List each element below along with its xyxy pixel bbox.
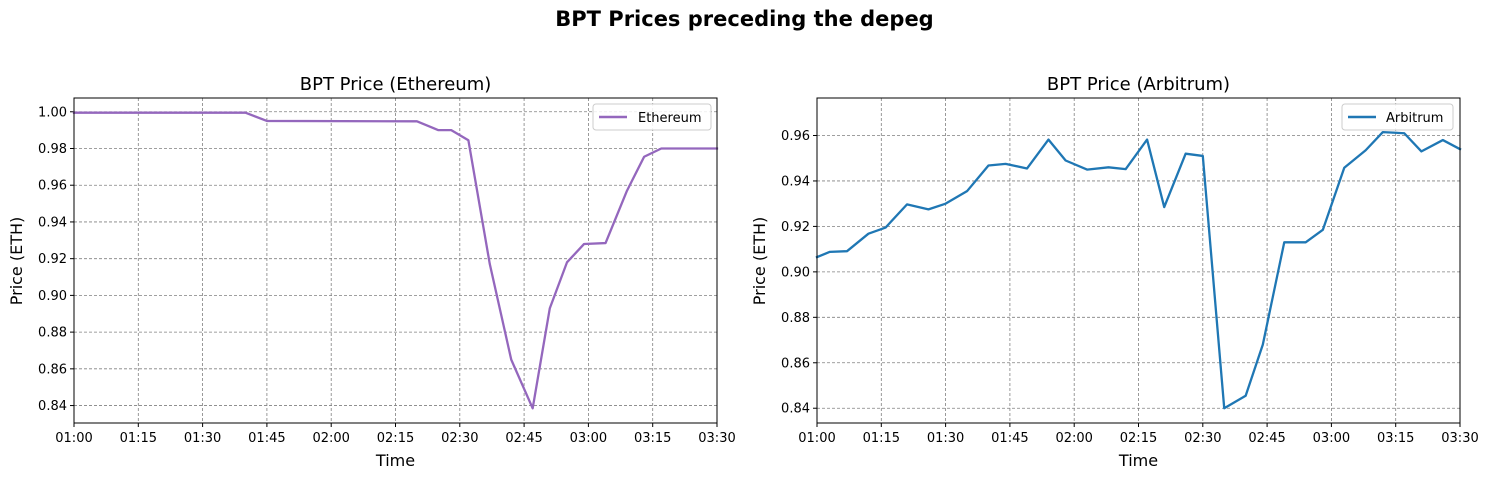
y-tick-label: 0.96 xyxy=(781,129,810,144)
y-tick-label: 0.96 xyxy=(38,179,67,194)
x-tick-label: 01:45 xyxy=(248,431,285,446)
plot-frame xyxy=(73,97,718,424)
x-axis-label: Time xyxy=(1118,451,1158,470)
y-tick-label: 0.90 xyxy=(38,289,67,304)
x-tick-label: 01:30 xyxy=(927,431,964,446)
y-tick-label: 0.86 xyxy=(38,362,67,377)
x-tick-label: 02:30 xyxy=(1184,431,1221,446)
legend: Ethereum xyxy=(592,103,712,131)
y-tick-label: 0.98 xyxy=(38,142,67,157)
figure-title: BPT Prices preceding the depeg xyxy=(555,7,933,31)
y-tick-label: 1.00 xyxy=(38,105,67,120)
x-tick-label: 03:15 xyxy=(1377,431,1414,446)
legend-box xyxy=(1341,103,1454,131)
x-tick-label: 01:15 xyxy=(863,431,900,446)
plot-area: 01:00 01:15 01:30 01:45 02:00 02:15 02:30 02:45… xyxy=(781,97,1479,446)
y-tick-label: 0.92 xyxy=(781,220,810,235)
series-line-ethereum xyxy=(72,111,719,410)
y-tick-label: 0.92 xyxy=(38,252,67,267)
x-tick-label: 02:00 xyxy=(1055,431,1092,446)
x-tick-label: 02:45 xyxy=(505,431,542,446)
legend-label: Arbitrum xyxy=(1386,111,1443,126)
y-tick-label: 0.94 xyxy=(38,215,67,230)
chart-title: BPT Price (Ethereum) xyxy=(300,74,492,95)
plot-area: 01:00 01:15 01:30 01:45 02:00 02:15 02:30 02:45… xyxy=(38,97,736,446)
x-tick-label: 02:30 xyxy=(441,431,478,446)
x-tick-label: 01:45 xyxy=(991,431,1028,446)
legend: Arbitrum xyxy=(1341,103,1454,131)
chart-title: BPT Price (Arbitrum) xyxy=(1047,74,1230,95)
legend-label: Ethereum xyxy=(638,111,702,126)
x-tick-label: 03:15 xyxy=(634,431,671,446)
arbitrum-chart-panel: BPT Price (Arbitrum) Time Price (ETH) 01… xyxy=(750,74,1479,470)
y-tick-label: 0.94 xyxy=(781,174,810,189)
x-tick-label: 01:30 xyxy=(184,431,221,446)
x-tick-label: 02:45 xyxy=(1248,431,1285,446)
x-tick-label: 02:15 xyxy=(1120,431,1157,446)
y-tick-label: 0.86 xyxy=(781,356,810,371)
y-tick-label: 0.84 xyxy=(781,402,810,417)
x-tick-label: 01:00 xyxy=(55,431,92,446)
x-tick-label: 01:00 xyxy=(798,431,835,446)
plot-frame xyxy=(816,97,1461,424)
ethereum-chart-panel: BPT Price (Ethereum) Time Price (ETH) 01… xyxy=(7,74,736,470)
x-tick-label: 03:00 xyxy=(570,431,607,446)
y-tick-label: 0.88 xyxy=(781,311,810,326)
x-tick-label: 01:15 xyxy=(120,431,157,446)
x-tick-label: 02:00 xyxy=(312,431,349,446)
x-tick-label: 03:30 xyxy=(1441,431,1478,446)
x-tick-label: 03:00 xyxy=(1313,431,1350,446)
y-axis-label: Price (ETH) xyxy=(7,217,26,306)
legend-box xyxy=(592,103,712,131)
series-line-arbitrum xyxy=(815,130,1462,410)
x-axis-label: Time xyxy=(375,451,415,470)
y-tick-label: 0.88 xyxy=(38,326,67,341)
y-tick-label: 0.84 xyxy=(38,399,67,414)
x-tick-label: 02:15 xyxy=(377,431,414,446)
x-tick-label: 03:30 xyxy=(698,431,735,446)
y-tick-label: 0.90 xyxy=(781,265,810,280)
y-axis-label: Price (ETH) xyxy=(750,217,769,306)
